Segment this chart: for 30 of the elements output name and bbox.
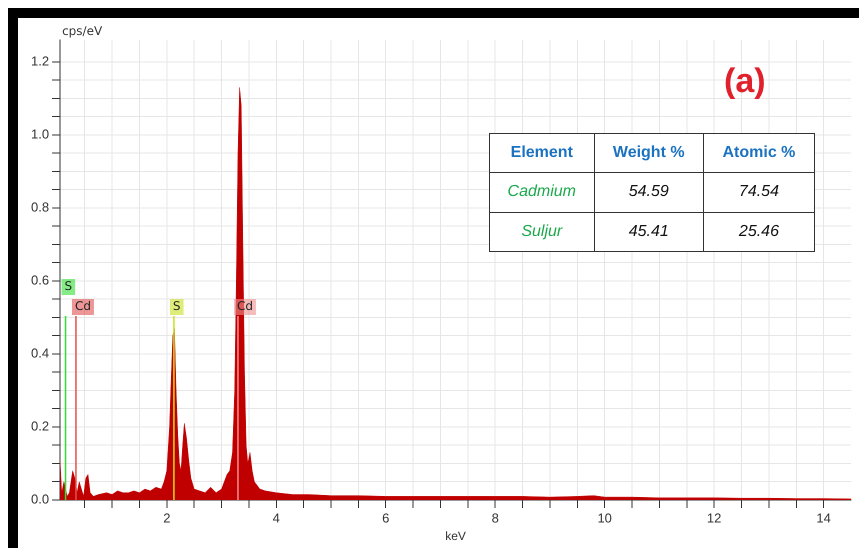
x-tick-label: 10 [597, 510, 612, 526]
y-tick-label: 1.2 [30, 53, 50, 68]
y-tick-label: 0.4 [30, 346, 50, 361]
x-tick-label: 4 [272, 510, 280, 526]
y-tick-label: 0.8 [30, 200, 50, 215]
annotation: Cadmium [490, 172, 594, 212]
x-tick-label: 8 [492, 510, 499, 526]
ref-line-label: Cd [236, 299, 253, 314]
annotation: Element [490, 134, 594, 173]
x-tick-label: 14 [816, 510, 831, 526]
annotation: 25.46 [703, 212, 814, 252]
y-tick-label: 0.6 [30, 272, 50, 288]
ref-line-label: S [64, 279, 72, 294]
y-tick-label: 0.2 [30, 418, 50, 434]
annotation: Atomic % [703, 134, 814, 173]
annotation: (a) [724, 62, 766, 101]
x-axis-title: keV [445, 529, 466, 544]
y-axis-title: cps/eV [62, 24, 103, 38]
annotation: 45.41 [594, 212, 704, 252]
y-tick-label: 1.0 [30, 126, 50, 142]
ref-line-label: S [172, 299, 181, 314]
annotation: 74.54 [703, 172, 814, 212]
annotation: Suljur [490, 212, 594, 252]
x-tick-label: 6 [382, 510, 390, 526]
y-tick-label: 0.0 [30, 492, 50, 507]
x-tick-label: 2 [163, 510, 170, 526]
annotation: Weight % [594, 134, 704, 173]
x-tick-label: 12 [706, 510, 722, 526]
annotation: 54.59 [594, 172, 704, 212]
ref-line-label: Cd [74, 299, 91, 314]
